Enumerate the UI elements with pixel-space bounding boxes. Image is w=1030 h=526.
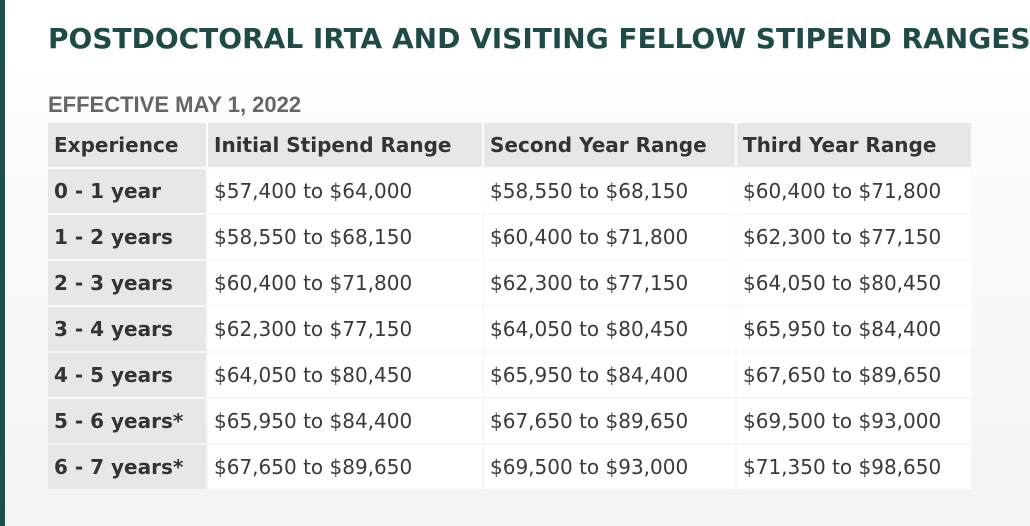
experience-cell: 4 - 5 years <box>48 353 206 397</box>
second-year-range-cell: $58,550 to $68,150 <box>484 169 735 213</box>
effective-date-subtitle: EFFECTIVE MAY 1, 2022 <box>48 92 302 117</box>
table-row: 0 - 1 year $57,400 to $64,000 $58,550 to… <box>48 169 971 213</box>
initial-range-cell: $62,300 to $77,150 <box>208 307 482 351</box>
column-header-third-year: Third Year Range <box>737 123 971 167</box>
experience-cell: 1 - 2 years <box>48 215 206 259</box>
table-header-row: Experience Initial Stipend Range Second … <box>48 123 971 167</box>
experience-cell: 3 - 4 years <box>48 307 206 351</box>
second-year-range-cell: $64,050 to $80,450 <box>484 307 735 351</box>
initial-range-cell: $57,400 to $64,000 <box>208 169 482 213</box>
initial-range-cell: $60,400 to $71,800 <box>208 261 482 305</box>
initial-range-cell: $67,650 to $89,650 <box>208 445 482 489</box>
column-header-second-year: Second Year Range <box>484 123 735 167</box>
second-year-range-cell: $69,500 to $93,000 <box>484 445 735 489</box>
table-row: 2 - 3 years $60,400 to $71,800 $62,300 t… <box>48 261 971 305</box>
third-year-range-cell: $60,400 to $71,800 <box>737 169 971 213</box>
third-year-range-cell: $71,350 to $98,650 <box>737 445 971 489</box>
experience-cell: 2 - 3 years <box>48 261 206 305</box>
stipend-table: Experience Initial Stipend Range Second … <box>46 121 973 491</box>
table-row: 1 - 2 years $58,550 to $68,150 $60,400 t… <box>48 215 971 259</box>
second-year-range-cell: $67,650 to $89,650 <box>484 399 735 443</box>
initial-range-cell: $64,050 to $80,450 <box>208 353 482 397</box>
table-row: 6 - 7 years* $67,650 to $89,650 $69,500 … <box>48 445 971 489</box>
page-title: POSTDOCTORAL IRTA AND VISITING FELLOW ST… <box>48 22 1030 55</box>
left-accent-bar <box>0 0 5 526</box>
third-year-range-cell: $62,300 to $77,150 <box>737 215 971 259</box>
column-header-experience: Experience <box>48 123 206 167</box>
third-year-range-cell: $69,500 to $93,000 <box>737 399 971 443</box>
second-year-range-cell: $65,950 to $84,400 <box>484 353 735 397</box>
column-header-initial-stipend: Initial Stipend Range <box>208 123 482 167</box>
experience-cell: 0 - 1 year <box>48 169 206 213</box>
third-year-range-cell: $67,650 to $89,650 <box>737 353 971 397</box>
initial-range-cell: $58,550 to $68,150 <box>208 215 482 259</box>
initial-range-cell: $65,950 to $84,400 <box>208 399 482 443</box>
second-year-range-cell: $60,400 to $71,800 <box>484 215 735 259</box>
third-year-range-cell: $65,950 to $84,400 <box>737 307 971 351</box>
third-year-range-cell: $64,050 to $80,450 <box>737 261 971 305</box>
second-year-range-cell: $62,300 to $77,150 <box>484 261 735 305</box>
experience-cell: 5 - 6 years* <box>48 399 206 443</box>
table-row: 3 - 4 years $62,300 to $77,150 $64,050 t… <box>48 307 971 351</box>
experience-cell: 6 - 7 years* <box>48 445 206 489</box>
table-row: 4 - 5 years $64,050 to $80,450 $65,950 t… <box>48 353 971 397</box>
table-row: 5 - 6 years* $65,950 to $84,400 $67,650 … <box>48 399 971 443</box>
